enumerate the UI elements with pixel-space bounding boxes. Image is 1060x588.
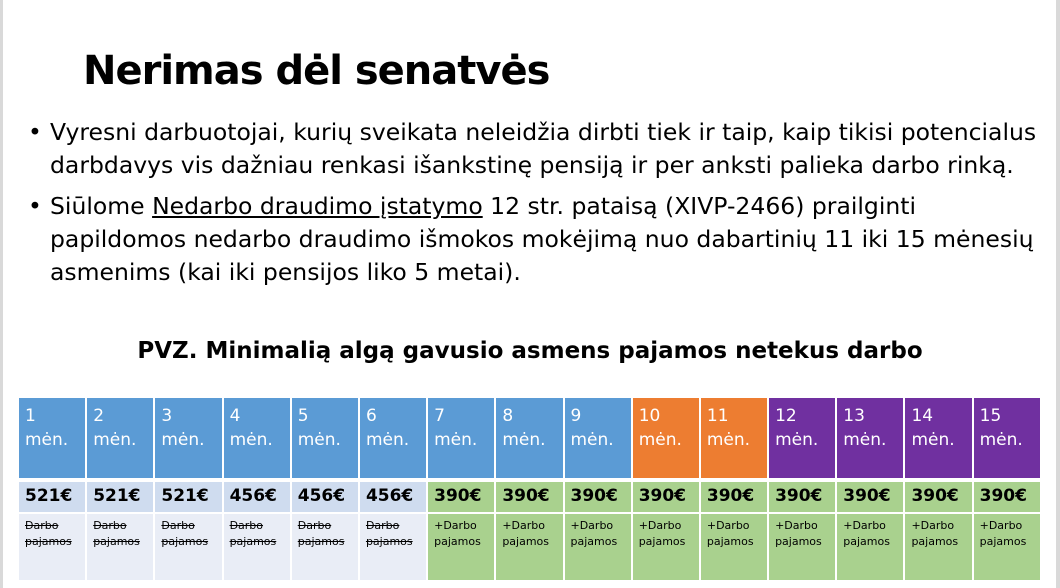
bullet-text: Siūlome Nedarbo draudimo įstatymo 12 str…: [50, 190, 1038, 289]
note-cell: Darbo pajamos: [153, 512, 224, 582]
note-cell: Darbo pajamos: [357, 512, 429, 582]
month-header-cell: 2 mėn.: [85, 396, 156, 481]
month-header-cell: 9 mėn.: [562, 396, 633, 481]
month-number: 8: [502, 406, 514, 426]
month-unit: mėn.: [706, 430, 751, 450]
note-cell: +Darbo pajamos: [835, 512, 906, 582]
bullet-text-before: Siūlome: [50, 192, 153, 220]
month-header-cell: 11 mėn.: [698, 396, 770, 481]
month-unit: mėn.: [638, 430, 682, 450]
amount-cell: 521€: [85, 478, 156, 514]
month-number: 4: [229, 406, 241, 426]
note-row: Darbo pajamos Darbo pajamos Darbo pajamos D…: [16, 512, 1043, 582]
month-number: 14: [911, 406, 934, 426]
bullet-text-after: 12 str. pataisą (XIVP-2466) prailginti p…: [50, 192, 1034, 286]
amount-cell: 456€: [357, 478, 429, 514]
month-number: 15: [979, 406, 1002, 426]
slide-edge-right: [1056, 0, 1060, 588]
amount-cell: 390€: [767, 478, 838, 514]
amount-cell: 390€: [426, 478, 497, 514]
amount-cell: 390€: [630, 478, 701, 514]
month-unit: mėn.: [25, 430, 69, 450]
month-header-cell: 12 mėn.: [767, 396, 838, 481]
amount-cell: 521€: [16, 478, 88, 514]
amount-cell: 390€: [835, 478, 906, 514]
amount-cell: 456€: [221, 478, 292, 514]
month-number: 2: [93, 406, 105, 426]
slide-title: Nerimas dėl senatvės: [83, 48, 550, 94]
note-cell: +Darbo pajamos: [971, 512, 1043, 582]
month-unit: mėn.: [365, 430, 410, 450]
table-caption: PVZ. Minimalią algą gavusio asmens pajam…: [137, 338, 923, 364]
bullet-item: • Siūlome Nedarbo draudimo įstatymo 12 s…: [28, 190, 1038, 289]
note-cell: +Darbo pajamos: [767, 512, 838, 582]
month-number: 12: [775, 406, 797, 426]
month-header-cell: 8 mėn.: [494, 396, 565, 481]
bullet-text: Vyresni darbuotojai, kurių sveikata nele…: [50, 118, 1037, 179]
month-header-cell: 7 mėn.: [426, 396, 497, 481]
note-cell: Darbo pajamos: [16, 512, 88, 582]
note-cell: +Darbo pajamos: [494, 512, 565, 582]
month-header-row: 1 mėn. 2 mėn. 3 mėn. 4 mėn. 5 mėn. 6 mėn. 7 mėn. 8 mėn.…: [16, 396, 1043, 481]
month-unit: mėn.: [229, 430, 273, 450]
month-unit: mėn.: [775, 430, 819, 450]
bullet-item: • Vyresni darbuotojai, kurių sveikata ne…: [28, 116, 1038, 182]
amount-cell: 390€: [971, 478, 1043, 514]
month-number: 10: [638, 406, 661, 426]
month-unit: mėn.: [161, 430, 205, 450]
month-header-cell: 4 mėn.: [221, 396, 292, 481]
month-unit: mėn.: [570, 430, 614, 450]
month-unit: mėn.: [434, 430, 478, 450]
amount-row: 521€ 521€ 521€ 456€ 456€ 456€ 390€ 390€ 390€ 390€…: [16, 478, 1043, 514]
bullet-dot-icon: •: [28, 118, 42, 146]
month-number: 3: [161, 406, 173, 426]
income-table: 1 mėn. 2 mėn. 3 mėn. 4 mėn. 5 mėn. 6 mėn. 7 mėn. 8 mėn.…: [16, 396, 1043, 582]
month-header-cell: 15 mėn.: [971, 396, 1043, 481]
month-header-cell: 3 mėn.: [153, 396, 224, 481]
amount-cell: 390€: [494, 478, 565, 514]
month-unit: mėn.: [297, 430, 341, 450]
month-number: 9: [570, 406, 582, 426]
month-number: 6: [365, 406, 377, 426]
month-unit: mėn.: [502, 430, 546, 450]
month-header-cell: 10 mėn.: [630, 396, 701, 481]
month-header-cell: 13 mėn.: [835, 396, 906, 481]
month-unit: mėn.: [93, 430, 137, 450]
month-header-cell: 1 mėn.: [16, 396, 88, 481]
bullet-list: • Vyresni darbuotojai, kurių sveikata ne…: [28, 116, 1038, 297]
note-cell: Darbo pajamos: [85, 512, 156, 582]
amount-cell: 390€: [698, 478, 770, 514]
law-link[interactable]: Nedarbo draudimo įstatymo: [152, 192, 483, 220]
note-cell: +Darbo pajamos: [698, 512, 770, 582]
note-cell: +Darbo pajamos: [630, 512, 701, 582]
bullet-dot-icon: •: [28, 192, 42, 220]
month-number: 5: [297, 406, 309, 426]
note-cell: Darbo pajamos: [289, 512, 360, 582]
note-cell: +Darbo pajamos: [903, 512, 974, 582]
note-cell: +Darbo pajamos: [426, 512, 497, 582]
amount-cell: 390€: [562, 478, 633, 514]
month-header-cell: 14 mėn.: [903, 396, 974, 481]
month-unit: mėn.: [843, 430, 887, 450]
month-number: 11: [706, 406, 729, 426]
amount-cell: 456€: [289, 478, 360, 514]
note-cell: +Darbo pajamos: [562, 512, 633, 582]
month-number: 13: [843, 406, 865, 426]
month-number: 7: [434, 406, 445, 426]
month-unit: mėn.: [911, 430, 955, 450]
note-cell: Darbo pajamos: [221, 512, 292, 582]
amount-cell: 390€: [903, 478, 974, 514]
slide-edge-left: [0, 0, 3, 588]
month-header-cell: 5 mėn.: [289, 396, 360, 481]
amount-cell: 521€: [153, 478, 224, 514]
month-number: 1: [25, 406, 36, 426]
month-header-cell: 6 mėn.: [357, 396, 429, 481]
month-unit: mėn.: [979, 430, 1023, 450]
